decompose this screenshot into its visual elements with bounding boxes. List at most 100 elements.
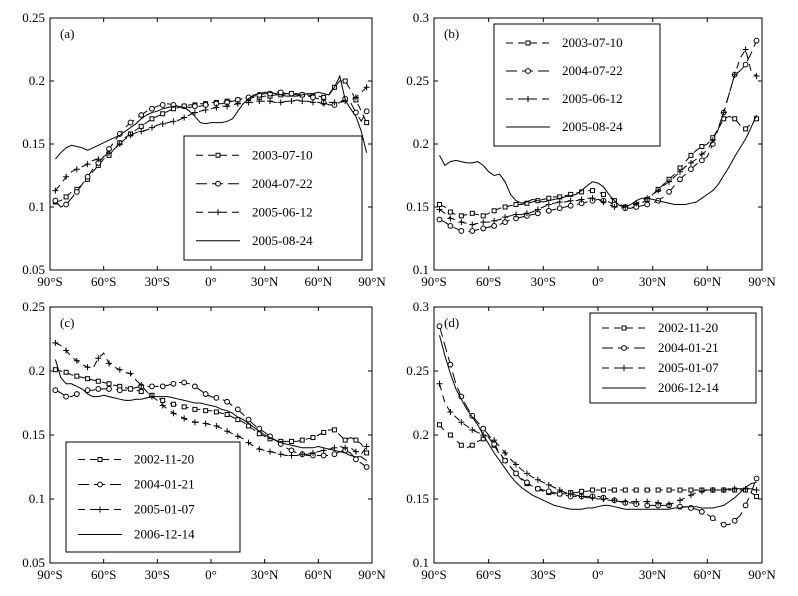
series-line [439, 114, 757, 208]
data-point [352, 448, 359, 455]
data-point [202, 102, 209, 108]
data-point [677, 176, 683, 183]
data-point [116, 387, 123, 394]
data-point [655, 499, 662, 506]
data-point [709, 515, 716, 522]
data-point [436, 206, 443, 213]
data-point [267, 448, 274, 455]
data-point [224, 398, 231, 405]
data-point [299, 437, 305, 443]
data-point [523, 470, 530, 477]
data-point [52, 187, 59, 194]
data-point [309, 99, 316, 106]
data-point [568, 191, 574, 197]
data-point [513, 201, 519, 207]
data-point [687, 159, 694, 166]
data-point [159, 402, 166, 409]
y-tick-label: 0.2 [413, 136, 429, 151]
data-point [600, 198, 607, 205]
data-point [52, 367, 58, 373]
data-point [95, 355, 102, 362]
legend-entry-label: 2005-06-12 [562, 91, 623, 106]
x-tick-label: 30°S [145, 567, 170, 582]
data-point [600, 496, 607, 502]
x-tick-label: 30°S [531, 567, 556, 582]
data-point [524, 200, 530, 206]
data-point [698, 488, 705, 495]
data-point [677, 487, 683, 493]
x-tick-label: 60°N [305, 274, 333, 289]
data-point [458, 213, 464, 219]
data-point [127, 386, 134, 392]
y-tick-label: 0.1 [413, 262, 429, 277]
data-point [149, 383, 155, 390]
data-point [436, 323, 443, 330]
data-point [611, 487, 617, 493]
data-point [342, 437, 348, 443]
data-point [95, 156, 102, 163]
data-point [202, 420, 209, 427]
x-tick-label: 60°S [476, 567, 501, 582]
panel-4: 90°S 60°S 30°S 0° 30°N 60°N 90°N 0.1 0.15 0.2 0.25… [406, 299, 776, 582]
data-point [742, 46, 749, 53]
data-point [85, 376, 91, 382]
data-point [138, 388, 144, 394]
data-point [288, 452, 295, 459]
data-point [590, 487, 596, 493]
series-line [55, 86, 367, 191]
y-tick-label: 0.25 [22, 10, 45, 25]
data-point [342, 78, 348, 84]
data-point [567, 490, 574, 497]
data-point [73, 357, 80, 364]
data-point [644, 498, 651, 505]
data-point [731, 485, 738, 492]
y-tick-label: 0.2 [29, 363, 45, 378]
data-point [288, 447, 295, 454]
y-tick-label: 0.25 [22, 299, 45, 314]
series-4 [54, 359, 367, 462]
panel-3: 90°S 60°S 30°S 0° 30°N 60°N 90°N 0.05 0.1 0.15 0.2… [22, 299, 386, 582]
data-point [170, 410, 177, 417]
data-point [353, 437, 359, 443]
data-point [731, 517, 738, 524]
data-point [63, 201, 69, 208]
data-point [743, 126, 749, 132]
x-tick-label: 60°S [91, 274, 116, 289]
data-point [557, 194, 563, 200]
data-point [436, 380, 443, 387]
data-point [447, 361, 454, 368]
data-point [753, 37, 760, 44]
data-point [353, 456, 359, 463]
data-point [731, 71, 738, 78]
series-1 [52, 367, 370, 456]
data-point [698, 508, 705, 515]
data-point [447, 215, 454, 222]
data-point [331, 444, 338, 451]
x-tick-label: 90°S [421, 274, 446, 289]
data-point [688, 166, 694, 173]
x-tick-label: 90°S [37, 567, 62, 582]
data-point [491, 437, 498, 444]
series-3 [52, 339, 370, 459]
x-tick-label: 90°N [358, 567, 386, 582]
data-point [63, 347, 70, 354]
data-point [245, 439, 252, 446]
data-point [321, 429, 327, 435]
series-line [54, 359, 367, 462]
y-tick-label: 0.25 [406, 73, 429, 88]
data-point [160, 111, 166, 117]
data-point [364, 450, 370, 456]
data-point [74, 373, 80, 379]
data-point [600, 191, 606, 197]
x-tick-label: 60°N [694, 567, 722, 582]
data-point [688, 487, 694, 493]
legend-box [65, 441, 241, 553]
series-line [55, 342, 368, 456]
data-point [545, 481, 552, 488]
data-point [556, 487, 563, 494]
legend-marker [215, 209, 221, 216]
legend-entry-label: 2006-12-14 [134, 527, 195, 542]
data-point [589, 494, 596, 501]
legend-box [183, 135, 363, 261]
series-4 [439, 335, 757, 510]
